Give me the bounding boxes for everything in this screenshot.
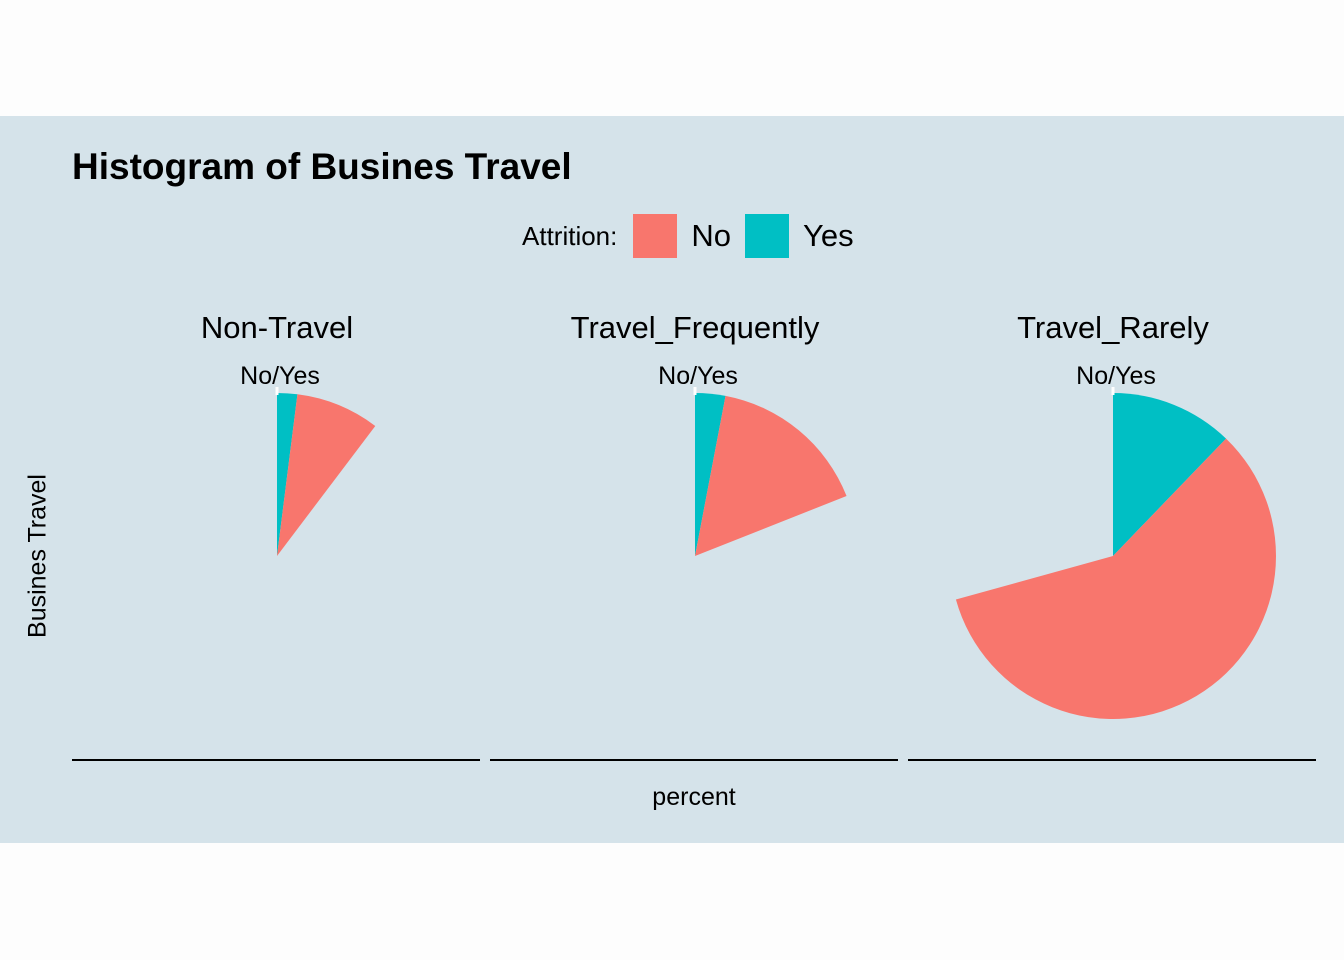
slice-travel-rarely-no bbox=[955, 438, 1276, 719]
slice-travel-frequently-no bbox=[695, 395, 847, 556]
tick-label-travel-rarely: No/Yes bbox=[1076, 362, 1156, 390]
slice-travel-frequently-yes bbox=[695, 393, 726, 556]
legend-item-yes: Yes bbox=[745, 214, 854, 258]
legend-title: Attrition: bbox=[522, 220, 618, 251]
tick-label-non-travel: No/Yes bbox=[240, 362, 320, 390]
legend-label-no: No bbox=[691, 218, 732, 253]
legend-item-no: No bbox=[633, 214, 731, 258]
facet-label-non-travel: Non-Travel bbox=[201, 310, 353, 345]
chart-title: Histogram of Busines Travel bbox=[72, 146, 572, 187]
legend-label-yes: Yes bbox=[803, 218, 854, 253]
tick-label-travel-frequently: No/Yes bbox=[658, 362, 738, 390]
x-axis-label: percent bbox=[652, 783, 736, 811]
facet-label-travel-frequently: Travel_Frequently bbox=[571, 310, 820, 345]
slice-non-travel-yes bbox=[277, 393, 298, 556]
slice-travel-rarely-yes bbox=[1113, 393, 1227, 556]
facet-label-travel-rarely: Travel_Rarely bbox=[1017, 310, 1209, 345]
legend-key-no bbox=[633, 214, 678, 258]
slice-non-travel-no bbox=[277, 394, 376, 556]
legend-key-yes bbox=[745, 214, 790, 258]
legend: Attrition: No Yes bbox=[522, 214, 868, 258]
